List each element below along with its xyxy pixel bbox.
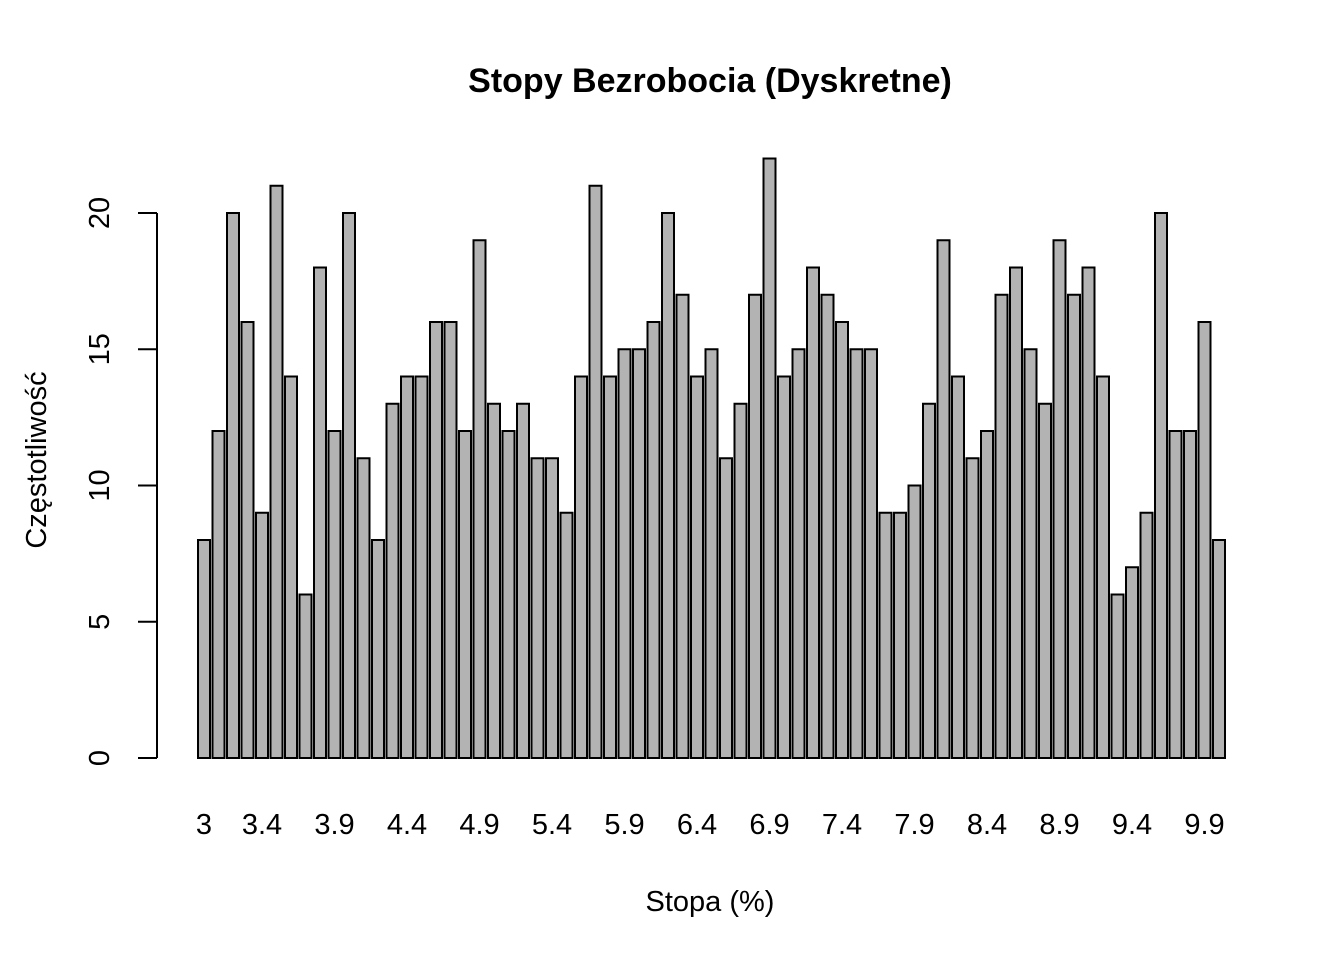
bar-7 [777,375,791,759]
bar-7.7 [878,511,893,759]
bar-8.5 [994,293,1009,759]
x-tick-labels: 3 3.4 3.9 4.4 4.9 5.4 5.9 6.4 6.9 7.4 7.9 8.4 8.9 9.4… [196,809,1225,841]
bar-9.6 [1154,212,1168,759]
bar-8.9 [1052,239,1067,759]
x-axis-label: Stopa (%) [646,886,775,918]
bar-7.6 [864,348,878,759]
x-tick-label-4.4: 4.4 [387,809,427,841]
x-tick-label-9.4: 9.4 [1112,809,1152,841]
bar-8.2 [951,375,965,759]
bar-6.8 [748,293,762,759]
bar-4.4 [400,375,414,759]
bar-10 [1212,539,1226,759]
bar-6.3 [675,293,690,759]
bar-8.1 [936,239,951,759]
bar-3.5 [269,184,284,759]
bar-9.9 [1197,321,1212,759]
bar-9.3 [1110,593,1125,759]
x-tick-label-3: 3 [196,809,212,841]
x-tick-label-5.4: 5.4 [532,809,572,841]
x-tick-label-8.4: 8.4 [967,809,1007,841]
y-tick-label-20: 20 [84,197,116,229]
bar-5.5 [559,511,574,759]
bar-3.3 [240,321,255,759]
bar-6.6 [719,457,733,759]
bar-9 [1067,293,1081,759]
bar-9.8 [1183,430,1197,759]
x-tick-label-6.4: 6.4 [677,809,717,841]
bar-5.9 [617,348,632,759]
bar-6.1 [646,321,661,759]
bar-6.4 [690,375,704,759]
bar-8.7 [1023,348,1038,759]
bar-5.6 [574,375,588,759]
bar-6.7 [733,402,748,759]
bar-9.4 [1125,566,1139,759]
x-tick-label-8.9: 8.9 [1039,809,1079,841]
bar-8 [922,402,936,759]
bar-6.2 [661,212,675,759]
bar-8.6 [1009,266,1023,759]
x-tick-label-7.9: 7.9 [894,809,934,841]
bar-4 [342,212,356,759]
x-tick-label-3.4: 3.4 [242,809,282,841]
bar-3.2 [226,212,240,759]
bar-7.4 [835,321,849,759]
bar-4.9 [472,239,487,759]
x-tick-label-9.9: 9.9 [1184,809,1224,841]
bar-6.9 [762,157,777,759]
bar-3.6 [284,375,298,759]
bar-4.7 [443,321,458,759]
y-tick-label-10: 10 [84,469,116,501]
bar-9.5 [1139,511,1154,759]
bar-9.1 [1081,266,1096,759]
bar-4.3 [385,402,400,759]
bar-5.2 [516,402,530,759]
y-tick-label-0: 0 [84,750,116,766]
bar-3.7 [298,593,313,759]
bar-9.7 [1168,430,1183,759]
chart-title: Stopy Bezrobocia (Dyskretne) [468,62,952,100]
bar-9.2 [1096,375,1110,759]
bar-8.3 [965,457,980,759]
bar-5.4 [545,457,559,759]
bar-7.1 [791,348,806,759]
bar-7.3 [820,293,835,759]
bar-3.8 [313,266,327,759]
bar-4.1 [356,457,371,759]
bar-3.4 [255,511,269,759]
bars [197,157,1226,759]
bar-4.8 [458,430,472,759]
y-axis: 0 5 10 15 20 [84,197,158,766]
bar-4.6 [429,321,443,759]
bar-5.7 [588,184,603,759]
x-tick-label-6.9: 6.9 [749,809,789,841]
bar-7.2 [806,266,820,759]
bar-8.8 [1038,402,1052,759]
x-tick-label-4.9: 4.9 [459,809,499,841]
y-tick-label-5: 5 [84,614,116,630]
bar-7.9 [907,484,922,759]
bar-3.1 [211,430,226,759]
bar-5.8 [603,375,617,759]
bar-3.9 [327,430,342,759]
bar-7.8 [893,511,907,759]
bar-5.1 [501,430,516,759]
bar-3 [197,539,211,759]
y-tick-label-15: 15 [84,333,116,365]
bar-5.3 [530,457,545,759]
x-tick-label-7.4: 7.4 [822,809,862,841]
bar-6 [632,348,646,759]
x-tick-label-5.9: 5.9 [604,809,644,841]
y-axis-label: Częstotliwość [21,371,53,548]
bar-7.5 [849,348,864,759]
bar-4.2 [371,539,385,759]
bar-6.5 [704,348,719,759]
bar-4.5 [414,375,429,759]
x-tick-label-3.9: 3.9 [314,809,354,841]
bar-5 [487,402,501,759]
bar-8.4 [980,430,994,759]
